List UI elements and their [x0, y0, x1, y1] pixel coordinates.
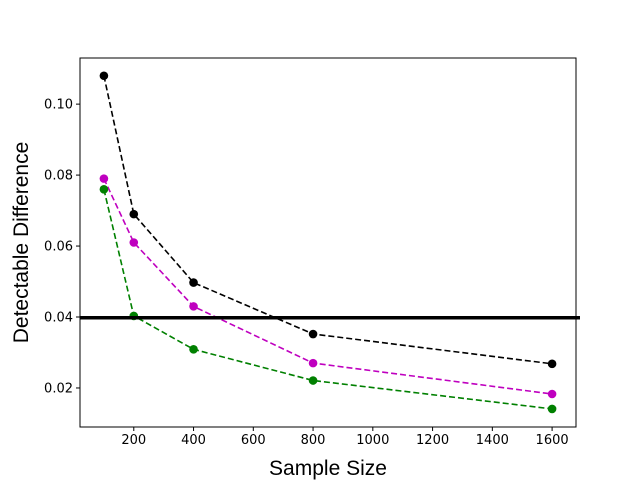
- data-point: [547, 404, 557, 414]
- x-tick-label: 800: [301, 433, 326, 448]
- x-tick-label: 1400: [476, 433, 509, 448]
- x-tick-label: 1000: [356, 433, 389, 448]
- y-tick-label: 0.06: [44, 240, 73, 255]
- x-axis-ticks: 200 400 600 800 1000 1200 1400 1600: [121, 427, 569, 448]
- data-point: [99, 71, 109, 81]
- series-line-3: [103, 189, 553, 410]
- y-tick-label: 0.08: [44, 169, 73, 184]
- y-tick-label: 0.04: [44, 311, 73, 326]
- data-point: [189, 278, 198, 287]
- series-layer: [99, 71, 557, 414]
- x-axis-title: Sample Size: [269, 457, 387, 480]
- data-point: [308, 376, 318, 385]
- series-line-1: [103, 75, 553, 365]
- data-point: [547, 389, 557, 399]
- y-axis-ticks: 0.02 0.04 0.06 0.08 0.10: [44, 98, 80, 396]
- x-tick-label: 600: [241, 433, 266, 448]
- data-point: [99, 184, 109, 194]
- data-point: [129, 238, 139, 247]
- x-tick-label: 200: [121, 433, 146, 448]
- y-tick-label: 0.02: [44, 381, 73, 396]
- x-tick-label: 1200: [416, 433, 449, 448]
- data-point: [547, 359, 557, 369]
- x-tick-label: 400: [181, 433, 206, 448]
- y-tick-label: 0.10: [44, 98, 73, 113]
- series-line-2: [103, 178, 553, 395]
- data-point: [189, 344, 198, 354]
- data-point: [308, 329, 318, 339]
- y-axis-title: Detectable Difference: [10, 142, 33, 344]
- data-point: [189, 302, 198, 311]
- x-tick-label: 1600: [536, 433, 569, 448]
- data-point: [99, 174, 109, 183]
- data-point: [129, 209, 139, 219]
- data-point: [308, 358, 318, 368]
- plot-frame: [79, 57, 577, 428]
